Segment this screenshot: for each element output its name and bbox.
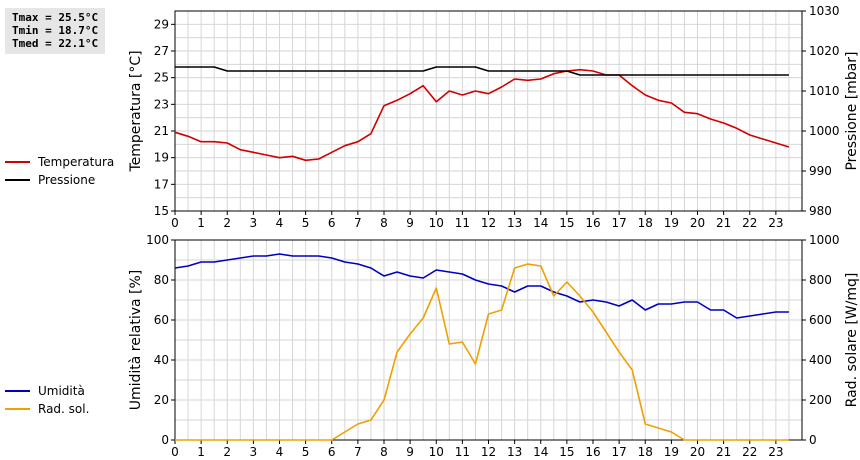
x-tick-label: 21 (716, 216, 731, 230)
tmax-label: Tmax = 25.5°C (12, 11, 99, 24)
series-line-rad-sol (175, 263, 789, 441)
x-tick-label: 3 (250, 216, 258, 230)
x-tick-label: 12 (481, 445, 496, 459)
y2-tick-label: 1030 (809, 4, 840, 18)
x-tick-label: 4 (276, 445, 284, 459)
y2-tick-label: 800 (809, 273, 832, 287)
y2-tick-label: 990 (809, 164, 832, 178)
y-axis-title: Umidità relativa [%] (128, 270, 144, 411)
x-tick-label: 11 (455, 445, 470, 459)
x-tick-label: 14 (533, 445, 548, 459)
x-tick-label: 4 (276, 216, 284, 230)
x-tick-label: 3 (250, 445, 258, 459)
x-tick-label: 16 (585, 216, 600, 230)
x-tick-label: 21 (716, 445, 731, 459)
y-tick-label: 27 (154, 44, 169, 58)
x-tick-label: 10 (429, 445, 444, 459)
x-tick-label: 17 (611, 216, 626, 230)
x-tick-label: 8 (380, 216, 388, 230)
y2-tick-label: 1000 (809, 124, 840, 138)
x-tick-label: 22 (742, 216, 757, 230)
x-tick-label: 14 (533, 216, 548, 230)
x-tick-label: 6 (328, 216, 336, 230)
y-tick-label: 29 (154, 17, 169, 31)
legend-label-rad-sol: Rad. sol. (38, 402, 89, 416)
x-tick-label: 17 (611, 445, 626, 459)
y2-axis-title: Pressione [mbar] (844, 51, 860, 170)
x-tick-label: 9 (406, 445, 414, 459)
x-tick-label: 13 (507, 445, 522, 459)
y-tick-label: 0 (161, 433, 169, 447)
y-tick-label: 80 (154, 273, 169, 287)
x-tick-label: 2 (223, 216, 231, 230)
y2-axis-title: Rad. solare [W/mq] (844, 273, 860, 408)
x-tick-label: 10 (429, 216, 444, 230)
legend-label-temperatura: Temperatura (37, 155, 114, 169)
y-tick-label: 21 (154, 124, 169, 138)
y2-tick-label: 0 (809, 433, 817, 447)
x-tick-label: 5 (302, 445, 310, 459)
x-tick-label: 5 (302, 216, 310, 230)
x-tick-label: 18 (638, 445, 653, 459)
x-tick-label: 6 (328, 445, 336, 459)
y-tick-label: 40 (154, 353, 169, 367)
x-tick-label: 0 (171, 445, 179, 459)
y2-tick-label: 1010 (809, 84, 840, 98)
y-tick-label: 23 (154, 97, 169, 111)
chart-panel-2: 0 1 2 3 4 5 6 7 8 9 10 11 12 13 14 15 16 17 18 19 20 21 22 2302… (5, 233, 860, 459)
x-tick-label: 18 (638, 216, 653, 230)
chart-panel-1: 0 1 2 3 4 5 6 7 8 9 10 11 12 13 14 15 16 17 18 19 20 21 22 2315… (5, 4, 860, 230)
legend-label-pressione: Pressione (38, 173, 95, 187)
y-tick-label: 15 (154, 204, 169, 218)
x-tick-label: 20 (690, 445, 705, 459)
x-tick-label: 7 (354, 445, 362, 459)
x-tick-label: 1 (197, 445, 205, 459)
series-line-umidit (174, 253, 789, 319)
x-tick-label: 23 (768, 445, 783, 459)
x-tick-label: 23 (768, 216, 783, 230)
x-tick-label: 8 (380, 445, 388, 459)
x-tick-label: 9 (406, 216, 414, 230)
y2-tick-label: 400 (809, 353, 832, 367)
x-tick-label: 12 (481, 216, 496, 230)
stats-box: Tmax = 25.5°C Tmin = 18.7°C Tmed = 22.1°… (5, 8, 105, 54)
legend-label-umidit: Umidità (38, 384, 85, 398)
y2-tick-label: 200 (809, 393, 832, 407)
y-axis-title: Temperatura [°C] (128, 50, 144, 172)
x-tick-label: 13 (507, 216, 522, 230)
y-tick-label: 19 (154, 151, 169, 165)
x-tick-label: 2 (223, 445, 231, 459)
x-tick-label: 19 (664, 445, 679, 459)
x-tick-label: 22 (742, 445, 757, 459)
series-line-pressione (175, 66, 789, 76)
x-tick-label: 11 (455, 216, 470, 230)
y2-tick-label: 600 (809, 313, 832, 327)
y2-tick-label: 980 (809, 204, 832, 218)
y-tick-label: 20 (154, 393, 169, 407)
x-tick-label: 20 (690, 216, 705, 230)
y2-tick-label: 1000 (809, 233, 840, 247)
x-tick-label: 1 (197, 216, 205, 230)
tmed-label: Tmed = 22.1°C (12, 37, 99, 50)
x-tick-label: 15 (559, 445, 574, 459)
y-tick-label: 60 (154, 313, 169, 327)
y-tick-label: 17 (154, 177, 169, 191)
y2-tick-label: 1020 (809, 44, 840, 58)
y-tick-label: 25 (154, 71, 169, 85)
x-tick-label: 19 (664, 216, 679, 230)
tmin-label: Tmin = 18.7°C (12, 24, 99, 37)
x-tick-label: 0 (171, 216, 179, 230)
y-tick-label: 100 (146, 233, 169, 247)
x-tick-label: 16 (585, 445, 600, 459)
series-line-temperatura (174, 68, 790, 162)
x-tick-label: 15 (559, 216, 574, 230)
x-tick-label: 7 (354, 216, 362, 230)
